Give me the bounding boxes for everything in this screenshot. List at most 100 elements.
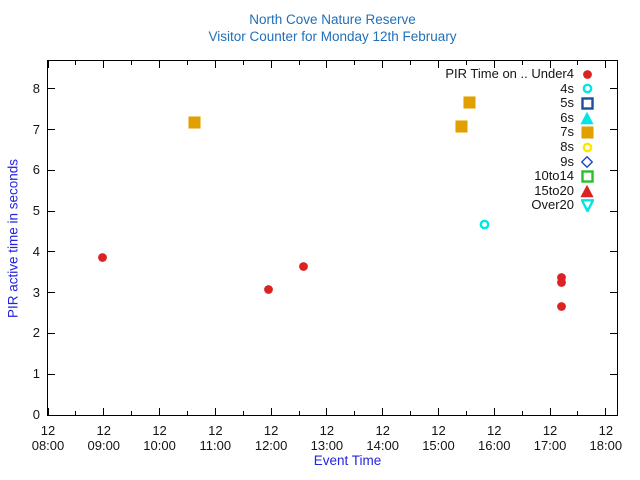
x-minor-tick — [131, 411, 133, 415]
x-minor-tick-top — [75, 61, 77, 65]
legend-label-8s: 8s — [560, 139, 574, 154]
y-major-tick — [48, 332, 55, 334]
legend-label-6s: 6s — [560, 109, 574, 125]
x-minor-tick-top — [577, 61, 579, 65]
x-axis-label: Event Time — [313, 453, 382, 468]
legend-label-5s: 5s — [560, 95, 574, 111]
x-minor-tick-top — [298, 61, 300, 65]
data-point-4s — [479, 219, 490, 230]
y-major-tick — [48, 292, 55, 294]
legend-marker-8s — [582, 142, 593, 153]
x-major-tick-top — [103, 61, 105, 68]
x-minor-tick — [465, 411, 467, 415]
x-minor-tick-top — [131, 61, 133, 65]
legend-label-15to20: 15to20 — [534, 182, 574, 198]
legend-label-Over20: Over20 — [531, 197, 574, 213]
x-major-tick — [549, 408, 551, 415]
data-point-Under4 — [97, 252, 108, 263]
x-major-tick — [159, 408, 161, 415]
y-major-tick — [48, 251, 55, 253]
y-major-tick-right — [610, 210, 617, 212]
y-major-tick — [48, 129, 55, 131]
y-major-tick-right — [610, 414, 617, 416]
x-minor-tick — [186, 411, 188, 415]
x-minor-tick — [354, 411, 356, 415]
x-major-tick — [214, 408, 216, 415]
x-major-tick — [47, 408, 49, 415]
y-tick-label: 2 — [32, 325, 40, 341]
chart-subtitle: Visitor Counter for Monday 12th February — [208, 29, 457, 44]
y-major-tick-right — [610, 169, 617, 171]
y-major-tick-right — [610, 373, 617, 375]
x-major-tick — [382, 408, 384, 415]
x-major-tick-top — [270, 61, 272, 68]
data-point-7s — [188, 116, 201, 129]
legend-label-9s: 9s — [560, 153, 574, 169]
x-minor-tick-top — [465, 61, 467, 65]
x-minor-tick-top — [410, 61, 412, 65]
y-major-tick-right — [610, 129, 617, 131]
legend-label-10to14: 10to14 — [534, 168, 574, 184]
y-tick-label: 8 — [32, 80, 40, 96]
y-major-tick-right — [610, 251, 617, 253]
x-tick-label: 12 14:00 — [366, 423, 399, 453]
legend-marker-5s — [580, 96, 594, 110]
x-minor-tick — [298, 411, 300, 415]
x-major-tick-top — [382, 61, 384, 68]
y-major-tick-right — [610, 88, 617, 90]
x-major-tick — [437, 408, 439, 415]
x-major-tick — [270, 408, 272, 415]
plot-area: 12 08:00 12 09:00 12 10:00 12 11:00 12 12:00 12 13:… — [32, 60, 622, 453]
legend-marker-10to14 — [580, 169, 594, 183]
legend-marker-Over20 — [580, 198, 594, 212]
data-point-Under4 — [298, 261, 309, 272]
x-major-tick-top — [437, 61, 439, 68]
data-point-7s — [455, 120, 468, 133]
y-major-tick — [48, 88, 55, 90]
data-point-Under4 — [263, 284, 274, 295]
y-tick-label: 1 — [32, 366, 40, 382]
x-tick-label: 12 16:00 — [477, 423, 511, 453]
x-major-tick — [605, 408, 607, 415]
x-major-tick-top — [159, 61, 161, 68]
y-tick-label: 6 — [32, 162, 40, 178]
y-major-tick-right — [610, 292, 617, 294]
x-minor-tick — [242, 411, 244, 415]
y-tick-label: 4 — [32, 243, 40, 259]
legend-label-Under4: PIR Time on .. Under4 — [445, 66, 574, 81]
x-tick-label: 12 18:00 — [589, 423, 623, 453]
data-point-7s — [463, 96, 476, 109]
x-minor-tick — [521, 411, 523, 415]
x-tick-label: 12 15:00 — [422, 423, 455, 453]
x-minor-tick — [577, 411, 579, 415]
x-tick-label: 12 09:00 — [87, 423, 121, 453]
x-tick-label: 12 08:00 — [31, 423, 65, 453]
x-tick-label: 12 17:00 — [533, 423, 567, 453]
legend-label-7s: 7s — [560, 124, 574, 140]
data-point-Under4 — [556, 277, 567, 288]
x-major-tick-top — [605, 61, 607, 68]
legend-marker-6s — [580, 111, 594, 125]
legend-marker-7s — [580, 126, 594, 139]
x-tick-label: 12 11:00 — [199, 423, 232, 453]
x-major-tick-top — [549, 61, 551, 68]
x-minor-tick-top — [521, 61, 523, 65]
x-minor-tick — [410, 411, 412, 415]
y-tick-label: 7 — [32, 121, 40, 137]
y-major-tick-right — [610, 332, 617, 334]
y-major-tick — [48, 414, 55, 416]
y-major-tick — [48, 210, 55, 212]
legend-marker-4s — [582, 83, 593, 94]
y-tick-label: 0 — [32, 407, 40, 422]
x-minor-tick — [75, 411, 77, 415]
x-tick-label: 12 12:00 — [254, 423, 288, 453]
x-major-tick — [103, 408, 105, 415]
y-tick-label: 3 — [32, 284, 40, 300]
y-tick-label: 5 — [32, 203, 40, 219]
legend-marker-Under4 — [582, 69, 593, 80]
chart-title: North Cove Nature Reserve — [249, 12, 416, 27]
x-major-tick-top — [214, 61, 216, 68]
x-tick-label: 12 10:00 — [143, 423, 176, 453]
x-minor-tick-top — [242, 61, 244, 65]
